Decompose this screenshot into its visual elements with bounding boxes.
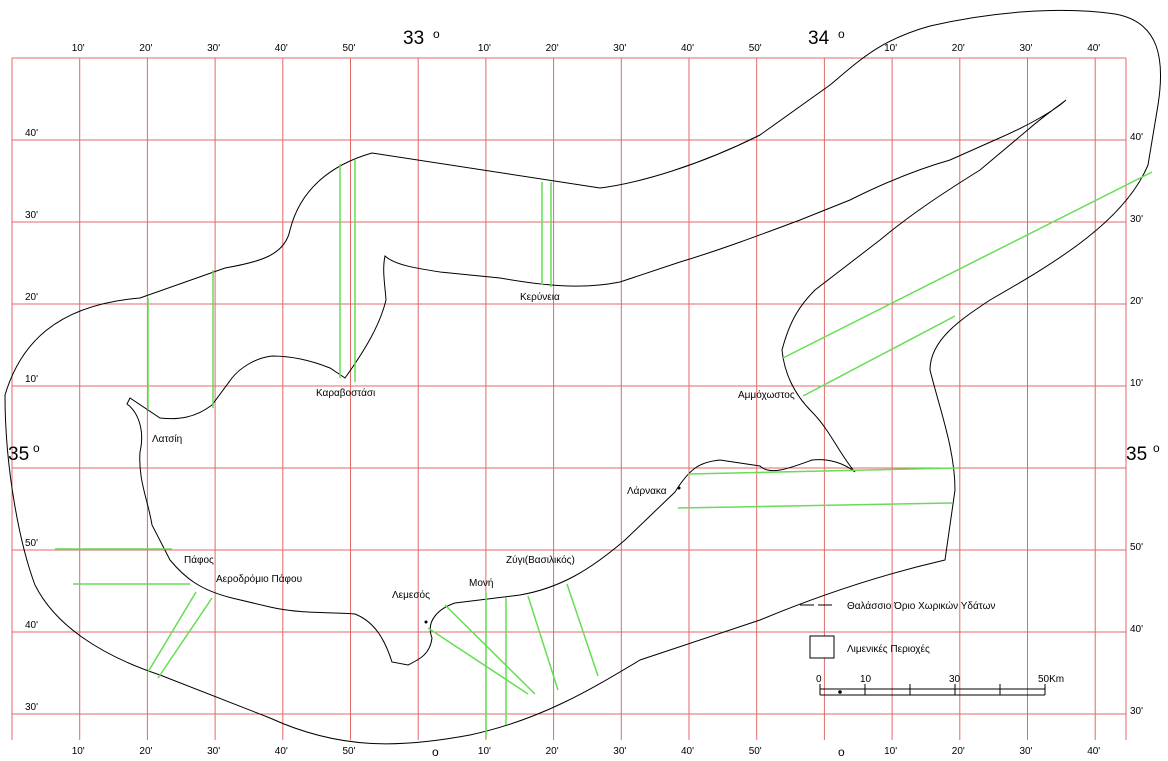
top-minute-label: 20' [546, 43, 559, 54]
place-karavostasi: Καραβοστάσι [316, 387, 375, 399]
bottom-minute-label: 50' [749, 746, 762, 757]
port-line-14 [157, 597, 213, 679]
top-minute-label: 50' [343, 43, 356, 54]
bottom-minute-label: 20' [952, 746, 965, 757]
bottom-minute-label: 10' [72, 746, 85, 757]
place-kyrenia: Κερύνεια [520, 291, 560, 303]
lat-35-left-degree-symbol: o [33, 441, 40, 455]
top-minute-label: 20' [139, 43, 152, 54]
cyprus-coastline [126, 99, 1067, 666]
bottom-minute-label: 40' [681, 746, 694, 757]
top-minute-label: 30' [207, 43, 220, 54]
scale-label-30: 30 [949, 674, 961, 685]
scale-label-10: 10 [860, 674, 872, 685]
bottom-minute-label: 30' [207, 746, 220, 757]
bottom-degree-marker-33: o [432, 745, 439, 759]
top-minute-label: 10' [478, 43, 491, 54]
left-minute-label: 50' [25, 538, 38, 549]
bottom-minute-label: 20' [546, 746, 559, 757]
top-minute-label: 10' [72, 43, 85, 54]
port-line-16 [427, 627, 529, 695]
left-minute-labels: 40' 30' 20' 10' 50' 40' 30' [25, 128, 38, 713]
bottom-minute-label: 20' [139, 746, 152, 757]
right-minute-label: 20' [1130, 296, 1143, 307]
right-minute-label: 50' [1130, 542, 1143, 553]
right-minute-label: 30' [1130, 706, 1143, 717]
left-minute-label: 10' [25, 374, 38, 385]
left-minute-label: 30' [25, 702, 38, 713]
top-minute-label: 40' [1087, 43, 1100, 54]
legend-boundary-label: Θαλάσσιο Όριο Χωρικών Υδάτων [847, 600, 995, 612]
port-line-8 [802, 315, 956, 397]
place-zygi: Ζύγι(Βασιλικός) [506, 554, 575, 566]
bottom-minute-label: 40' [1087, 746, 1100, 757]
top-minute-label: 40' [681, 43, 694, 54]
place-paphos-airport: Αεροδρόμιο Πάφου [216, 573, 302, 585]
top-minute-label: 30' [613, 43, 626, 54]
top-minute-label: 20' [952, 43, 965, 54]
bottom-minute-label: 30' [613, 746, 626, 757]
port-line-7 [782, 171, 1153, 359]
place-latsi: Λατσίη [152, 433, 182, 445]
place-moni: Μονή [469, 577, 493, 589]
larnaca-marker [677, 486, 681, 490]
port-area-lines [55, 160, 1153, 738]
scale-label-0: 0 [816, 674, 822, 685]
territorial-waters-boundary [4, 9, 1162, 745]
top-minute-label: 50' [749, 43, 762, 54]
right-minute-label: 40' [1130, 132, 1143, 143]
port-line-13 [147, 591, 197, 673]
bottom-minute-label: 30' [1020, 746, 1033, 757]
left-minute-label: 30' [25, 210, 38, 221]
port-line-20 [566, 583, 599, 677]
legend-port-label: Λιμενικές Περιοχές [847, 643, 930, 655]
legend-port-box [809, 635, 835, 659]
place-paphos: Πάφος [184, 554, 214, 566]
scale-label-50km: 50Km [1038, 674, 1064, 685]
top-minute-label: 10' [884, 43, 897, 54]
right-minute-labels: 40' 30' 20' 10' 50' 40' 30' [1130, 132, 1143, 717]
left-minute-label: 40' [25, 128, 38, 139]
bottom-minute-label: 10' [478, 746, 491, 757]
port-line-9 [687, 467, 958, 475]
limassol-marker [424, 620, 428, 624]
bottom-minute-labels: 10' 20' 30' 40' 50' 10' 20' 30' 40' 50' 10' 20' 30' 4… [72, 746, 1101, 757]
lat-35-right-degree-symbol: o [1153, 441, 1160, 455]
top-minute-labels: 10' 20' 30' 40' 50' 10' 20' 30' 40' 50' 10' 20' 30' 4… [72, 43, 1101, 54]
port-line-19 [527, 595, 559, 691]
place-famagusta: Αμμόχωστος [738, 389, 795, 401]
right-minute-label: 30' [1130, 214, 1143, 225]
bottom-degree-marker-34: o [838, 745, 845, 759]
bottom-minute-label: 10' [884, 746, 897, 757]
lon-33-degree-symbol: o [433, 27, 440, 41]
right-minute-label: 40' [1130, 624, 1143, 635]
top-minute-label: 40' [275, 43, 288, 54]
lon-33-label: 33 [403, 28, 424, 49]
lat-35-left-label: 35 [8, 444, 29, 465]
port-line-10 [677, 502, 953, 509]
bottom-minute-label: 40' [275, 746, 288, 757]
place-limassol: Λεμεσός [392, 589, 430, 601]
lon-34-degree-symbol: o [838, 27, 845, 41]
legend: Θαλάσσιο Όριο Χωρικών Υδάτων Λιμενικές Π… [800, 600, 995, 659]
left-minute-label: 40' [25, 620, 38, 631]
lon-34-label: 34 [808, 28, 830, 49]
lat-35-right-label: 35 [1126, 444, 1147, 465]
place-larnaca: Λάρνακα [627, 485, 667, 497]
grid-lines [11, 57, 1127, 740]
port-line-15 [444, 604, 536, 695]
right-minute-label: 10' [1130, 378, 1143, 389]
top-minute-label: 30' [1020, 43, 1033, 54]
left-minute-label: 20' [25, 292, 38, 303]
scale-bar: 0 10 30 50Km [816, 674, 1064, 696]
bottom-minute-label: 50' [343, 746, 356, 757]
